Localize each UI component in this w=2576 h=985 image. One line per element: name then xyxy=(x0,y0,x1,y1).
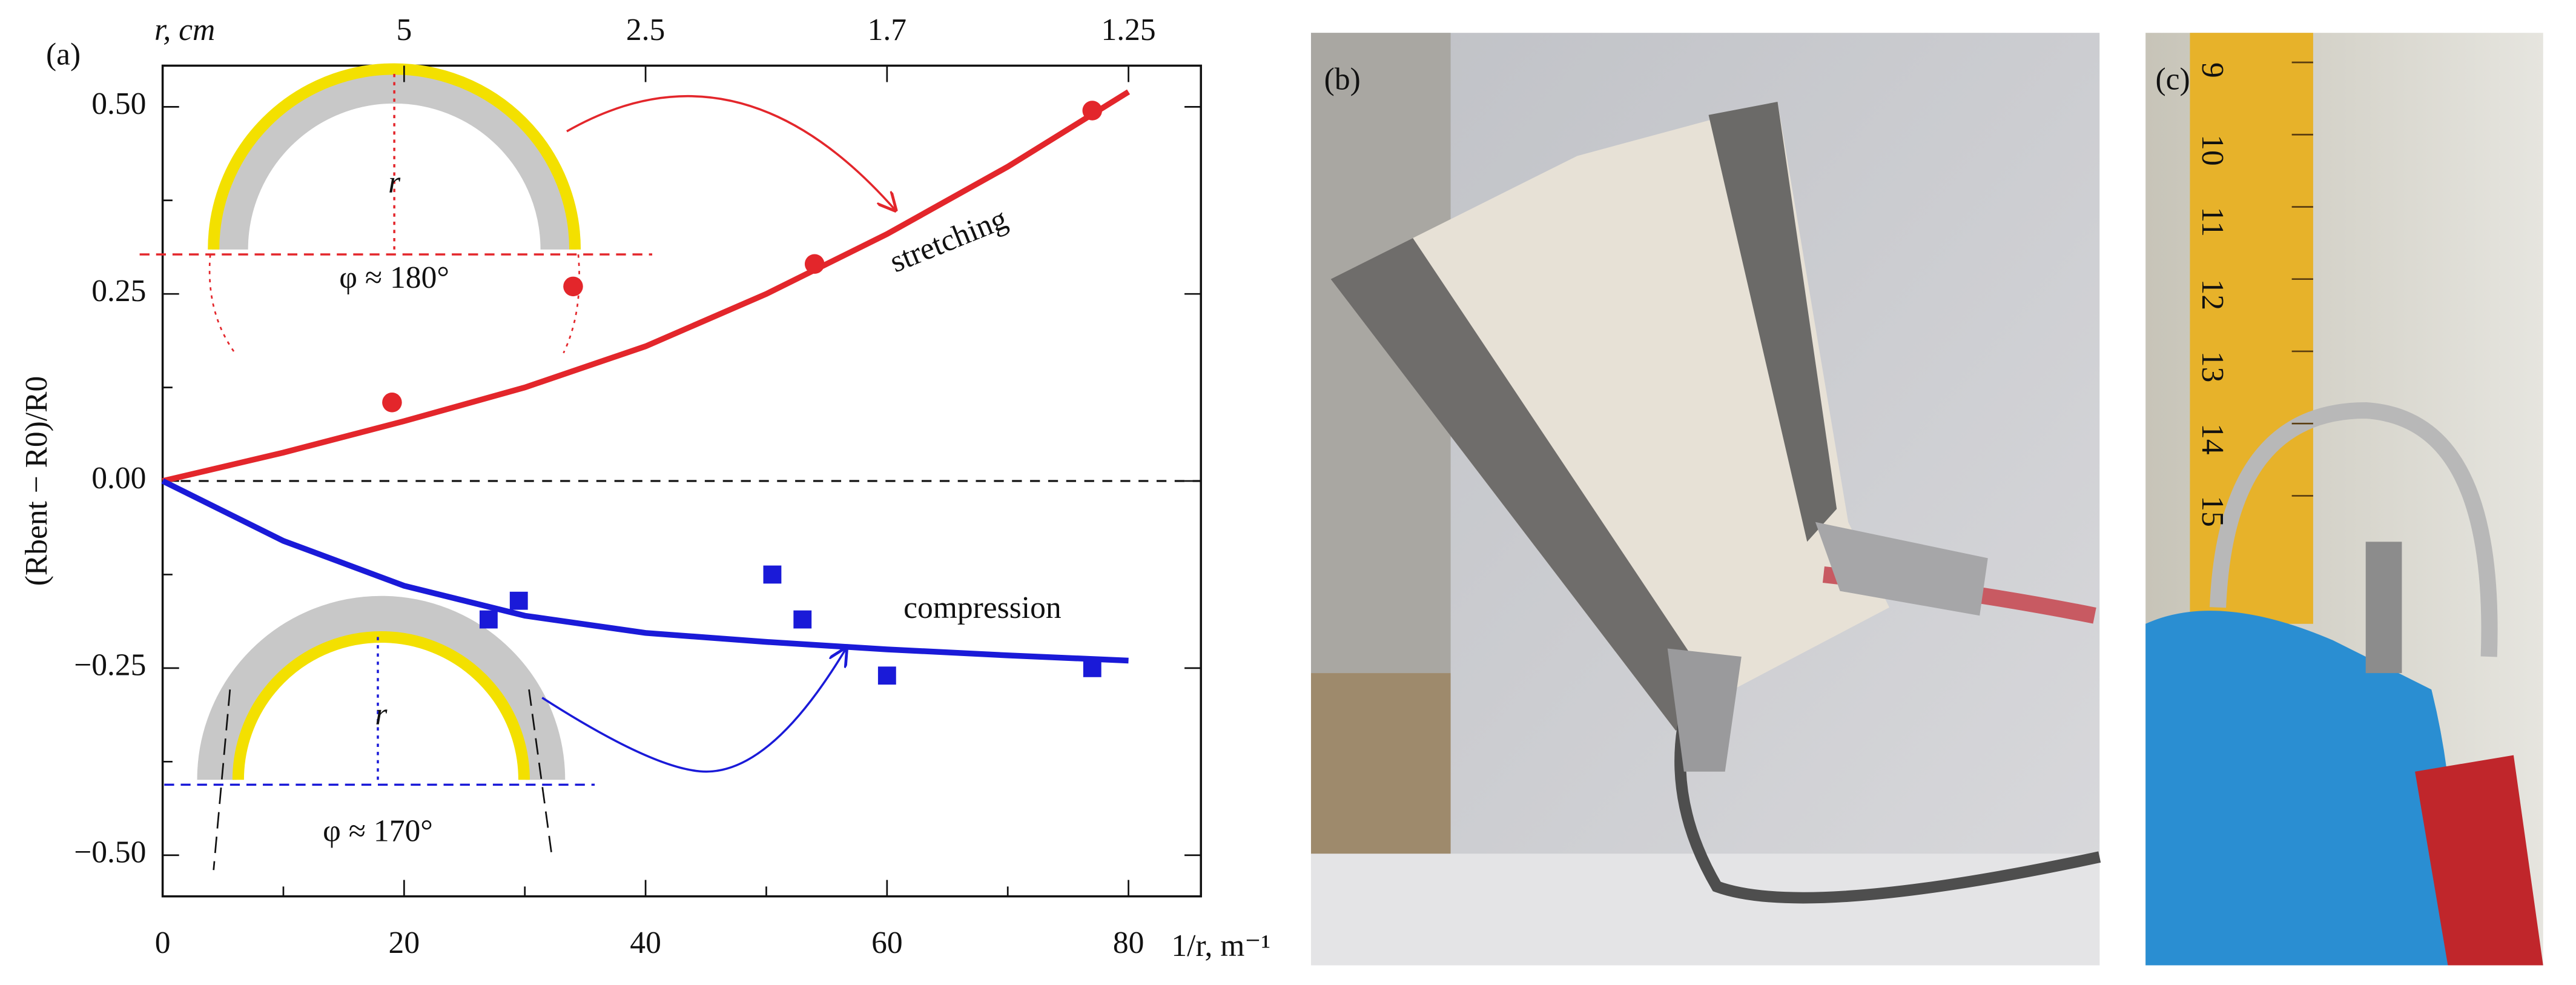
ruler-number: 15 xyxy=(2195,496,2230,526)
x-tick-label: 60 xyxy=(871,926,903,960)
fit-curve xyxy=(161,478,1129,664)
x2-tick-label: 1.7 xyxy=(868,13,907,47)
photo-b xyxy=(1310,33,2101,966)
x-tick-label: 20 xyxy=(389,926,420,960)
angle-label: φ ≈ 180° xyxy=(339,260,449,295)
data-point xyxy=(793,610,812,629)
data-point xyxy=(804,254,825,274)
y-tick-label: −0.25 xyxy=(74,648,146,683)
x2-axis-label: r, cm xyxy=(154,13,215,47)
ruler-number: 10 xyxy=(2195,134,2230,165)
angle-label: φ ≈ 170° xyxy=(323,814,433,849)
x-tick-label: 80 xyxy=(1113,926,1144,960)
data-point xyxy=(479,610,498,629)
inset-stretching xyxy=(139,63,896,354)
ruler-number: 13 xyxy=(2195,351,2230,382)
ruler-number: 14 xyxy=(2195,423,2230,454)
x2-tick-label: 5 xyxy=(396,13,412,47)
inset-compression xyxy=(164,595,846,871)
data-point xyxy=(1083,658,1101,677)
data-point xyxy=(763,565,782,584)
panel-label: (a) xyxy=(46,38,81,72)
data-point xyxy=(1082,101,1103,121)
fit-curve xyxy=(162,89,1131,484)
y-tick-label: 0.50 xyxy=(91,87,146,121)
photo-c xyxy=(2145,33,2543,966)
panel-label: (c) xyxy=(2155,62,2190,96)
axes-frame xyxy=(161,64,1202,898)
x-tick-label: 0 xyxy=(155,926,171,960)
x2-tick-label: 2.5 xyxy=(626,13,665,47)
data-point xyxy=(509,591,528,610)
series-label: compression xyxy=(903,591,1061,625)
x-axis-label: 1/r, m⁻¹ xyxy=(1171,929,1270,963)
series-label: stretching xyxy=(885,201,1012,279)
radius-label: r xyxy=(375,697,388,732)
ruler-number: 12 xyxy=(2195,279,2230,310)
y-tick-label: −0.50 xyxy=(74,835,146,870)
radius-label: r xyxy=(388,165,401,200)
y-axis-label: (Rbent − R0)/R0 xyxy=(19,376,54,586)
x-tick-label: 40 xyxy=(630,926,661,960)
ruler-number: 9 xyxy=(2195,62,2230,78)
x2-tick-label: 1.25 xyxy=(1101,13,1155,47)
data-point xyxy=(563,276,583,297)
y-tick-label: 0.25 xyxy=(91,274,146,308)
y-tick-label: 0.00 xyxy=(91,461,146,496)
data-point xyxy=(382,393,402,413)
data-point xyxy=(877,666,896,685)
panel-label: (b) xyxy=(1324,62,1361,96)
ruler-number: 11 xyxy=(2195,207,2230,237)
